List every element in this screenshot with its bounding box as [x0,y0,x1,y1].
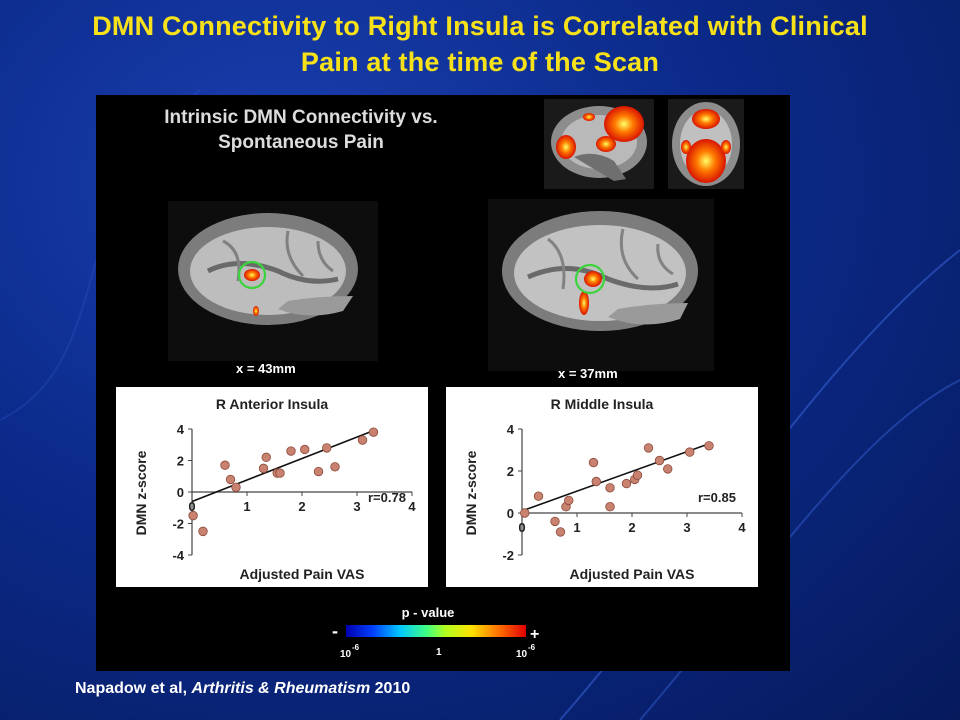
data-point [261,452,271,463]
correlation-annotation: r=0.78 [368,490,406,505]
y-tick-label: 0 [507,506,514,521]
x-tick-label: 0 [518,520,525,535]
colorbar-tick-left-exp: -6 [352,643,360,652]
slide-title: DMN Connectivity to Right Insula is Corr… [0,8,960,80]
figure-heading: Intrinsic DMN Connectivity vs. Spontaneo… [156,105,446,155]
x-tick-label: 4 [408,499,416,514]
x-tick-label: 1 [243,499,250,514]
x-axis-label: Adjusted Pain VAS [240,566,365,582]
data-point [330,462,340,472]
scatter-svg-anterior: R Anterior Insula 4 2 0 -2 -4 0 1 2 3 4 Adjusted Pa… [133,396,416,582]
data-point [275,468,285,478]
correlation-annotation: r=0.85 [698,490,736,505]
y-tick-label: -2 [172,517,184,532]
y-axis-label: DMN z-score [133,450,149,535]
slice-label-left: x = 43mm [236,361,296,376]
colorbar-minus: - [332,621,338,641]
citation-journal: Arthritis & Rheumatism [191,680,371,697]
data-point [286,446,296,456]
data-point [533,491,544,501]
data-point [231,482,241,492]
colorbar-plus: + [530,626,539,643]
data-point [300,444,310,455]
plot-title: R Middle Insula [551,396,654,412]
x-tick-label: 3 [353,499,360,514]
brain-slice-left [168,201,378,361]
p-value-colorbar: p - value - + 10 -6 1 10 -6 [332,605,539,660]
data-point [621,478,632,489]
figure-panel: Intrinsic DMN Connectivity vs. Spontaneo… [96,95,790,671]
data-point [564,495,574,506]
colorbar-tick-right-exp: -6 [528,643,536,652]
data-point [220,460,230,470]
data-point [550,516,560,527]
citation: Napadow et al, Arthritis & Rheumatism 20… [75,680,410,698]
y-tick-label: -4 [172,548,184,563]
y-tick-label: 4 [507,422,515,437]
colorbar-tick-mid: 1 [436,647,442,658]
data-point [605,483,615,493]
data-point [605,501,615,512]
figure-heading-line2: Spontaneous Pain [218,132,384,153]
fit-line [191,429,374,503]
slide-title-line1: DMN Connectivity to Right Insula is Corr… [92,11,868,41]
data-point [520,508,530,518]
data-point [555,527,566,537]
y-axis-label: DMN z-score [463,450,479,535]
data-point [198,526,208,537]
brain-slice-right [488,199,714,371]
y-tick-label: -2 [502,548,514,563]
data-point [632,470,643,480]
data-point [654,455,665,466]
data-point [225,474,236,485]
data-point [258,463,269,474]
data-point [588,457,599,468]
x-axis-label: Adjusted Pain VAS [570,566,695,582]
x-tick-label: 0 [188,499,195,514]
slice-label-right: x = 37mm [558,366,618,381]
y-tick-label: 4 [177,422,185,437]
data-point [685,447,695,457]
slide-title-line2: Pain at the time of the Scan [300,47,660,77]
x-tick-label: 2 [298,499,305,514]
scatter-plot-middle-insula: R Middle Insula 4 2 0 -2 0 1 2 3 4 Adjusted Pain V… [446,387,758,587]
data-point [704,441,714,451]
data-point [663,464,673,474]
colorbar-tick-left-base: 10 [340,649,352,660]
scatter-svg-middle: R Middle Insula 4 2 0 -2 0 1 2 3 4 Adjusted Pain V… [463,396,746,582]
colorbar-tick-right-base: 10 [516,649,528,660]
data-point [591,476,601,487]
citation-authors: Napadow et al, [75,680,188,697]
x-tick-label: 4 [738,520,746,535]
scatter-plot-anterior-insula: R Anterior Insula 4 2 0 -2 -4 0 1 2 3 4 Adjusted Pa… [116,387,428,587]
plot-title: R Anterior Insula [216,396,328,412]
data-point [643,443,654,453]
colorbar-title: p - value [402,605,455,620]
colorbar-gradient [346,625,526,637]
citation-year: 2010 [374,680,411,697]
data-point [357,435,368,445]
dmn-map-sagittal-axial [544,99,744,189]
data-point [368,427,379,437]
data-point [322,443,332,453]
data-point [313,466,324,477]
data-point [188,510,198,521]
y-tick-label: 2 [507,464,514,479]
figure-heading-line1: Intrinsic DMN Connectivity vs. [164,107,438,128]
x-tick-label: 1 [573,520,580,535]
y-tick-label: 0 [177,485,184,500]
fit-line [521,442,710,512]
x-tick-label: 3 [683,520,690,535]
y-tick-label: 2 [177,454,184,469]
x-tick-label: 2 [628,520,635,535]
